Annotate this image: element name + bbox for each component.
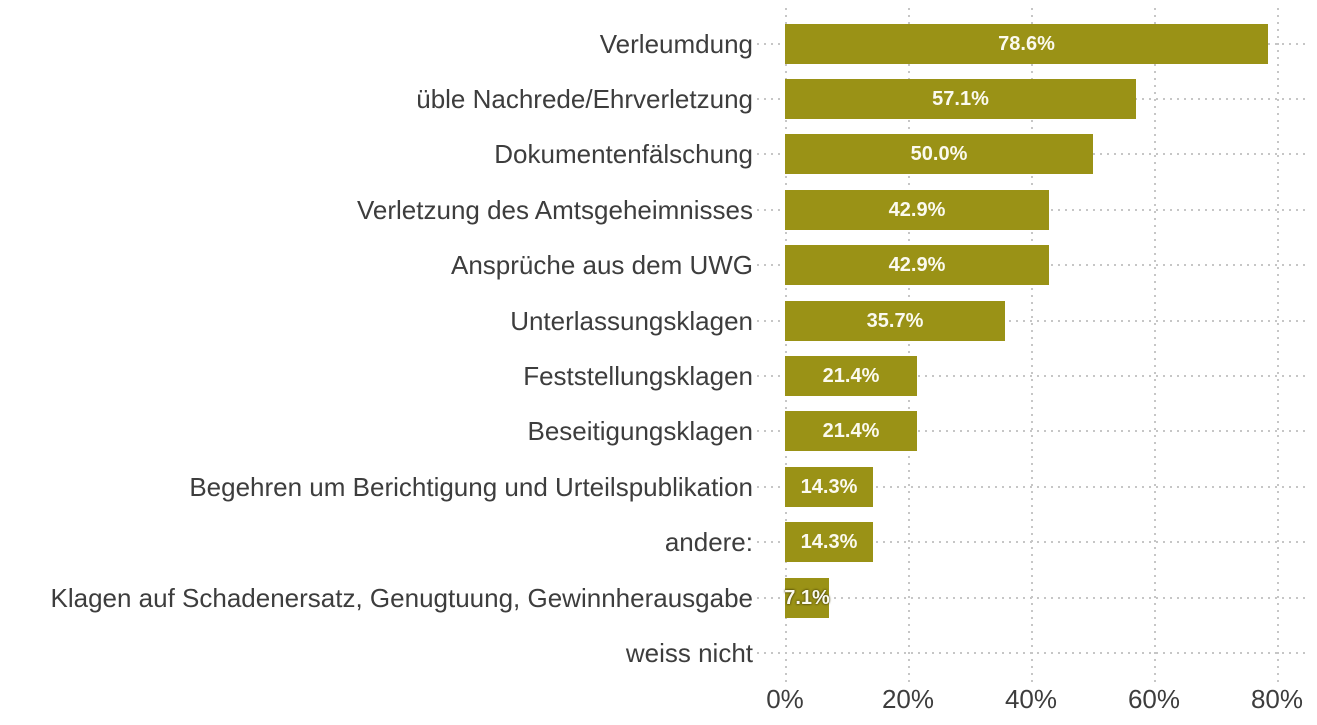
- x-tick-label: 80%: [1250, 684, 1304, 714]
- category-label: Verletzung des Amtsgeheimnisses: [357, 194, 753, 225]
- leader-dots: [757, 264, 781, 267]
- bar-value-label: 78.6%: [998, 32, 1055, 55]
- bar-row: Ansprüche aus dem UWG 42.9%: [0, 238, 1317, 293]
- bar-track: 14.3%: [785, 459, 1317, 514]
- category-label: weiss nicht: [625, 637, 753, 668]
- row-dotted-line: [785, 651, 1307, 654]
- bar-value-label: 35.7%: [866, 309, 924, 332]
- leader-dots: [757, 485, 781, 488]
- x-tick-label: 60%: [1127, 684, 1181, 714]
- bar-row: Verletzung des Amtsgeheimnisses 42.9%: [0, 182, 1317, 237]
- category-label: Klagen auf Schadenersatz, Genugtuung, Ge…: [50, 582, 753, 613]
- bar-row: Klagen auf Schadenersatz, Genugtuung, Ge…: [0, 570, 1317, 625]
- x-axis: 0% 20% 40% 60% 80%: [0, 686, 1317, 720]
- category-label: Ansprüche aus dem UWG: [450, 250, 753, 281]
- bar: 14.3%: [785, 466, 873, 507]
- bar: 57.1%: [785, 79, 1136, 120]
- bar: 21.4%: [785, 411, 917, 452]
- leader-dots: [757, 430, 781, 433]
- category-label: Beseitigungsklagen: [527, 416, 754, 447]
- bar: 21.4%: [785, 356, 917, 397]
- bar: 42.9%: [785, 245, 1049, 286]
- row-dotted-line: [785, 541, 1307, 544]
- bar-row: Dokumentenfälschung 50.0%: [0, 127, 1317, 182]
- bar-value-label: 14.3%: [800, 531, 858, 554]
- bar-value-label: 14.3%: [800, 475, 858, 498]
- category-label: Unterlassungsklagen: [510, 305, 753, 336]
- bar-row: Beseitigungsklagen 21.4%: [0, 404, 1317, 459]
- bar-track: 21.4%: [785, 348, 1317, 403]
- bar-track: 57.1%: [785, 71, 1317, 126]
- bar-rows: Verleumdung 78.6% üble Nachrede/Ehrverletz…: [0, 16, 1317, 681]
- bar-value-label: 21.4%: [822, 365, 880, 388]
- bar-row: Begehren um Berichtigung und Urteilspubl…: [0, 459, 1317, 514]
- category-label: Begehren um Berichtigung und Urteilspubl…: [189, 471, 753, 502]
- row-dotted-line: [785, 319, 1307, 322]
- row-dotted-line: [785, 430, 1307, 433]
- bar: 78.6%: [785, 23, 1268, 64]
- leader-dots: [757, 375, 781, 378]
- category-label: Feststellungsklagen: [523, 361, 753, 392]
- bar-track: 7.1%: [784, 570, 1317, 625]
- bar-value-label: 7.1%: [784, 586, 830, 609]
- bar-row: Verleumdung 78.6%: [0, 16, 1317, 71]
- category-label: Dokumentenfälschung: [494, 139, 753, 170]
- bar-track: 42.9%: [785, 182, 1317, 237]
- bar-row: andere: 14.3%: [0, 515, 1317, 570]
- bar-row: üble Nachrede/Ehrverletzung 57.1%: [0, 71, 1317, 126]
- bar-row: weiss nicht: [0, 625, 1317, 680]
- category-label: Verleumdung: [599, 28, 753, 59]
- leader-dots: [757, 153, 781, 156]
- bar: 50.0%: [785, 134, 1093, 175]
- bar-value-label: 42.9%: [888, 198, 946, 221]
- bar-track: 50.0%: [785, 127, 1317, 182]
- bar-track: [785, 625, 1317, 680]
- leader-dots: [757, 319, 781, 322]
- bar-row: Feststellungsklagen 21.4%: [0, 348, 1317, 403]
- leader-dots: [757, 651, 781, 654]
- leader-dots: [757, 98, 781, 101]
- bar-track: 14.3%: [785, 515, 1317, 570]
- bar-value-label: 50.0%: [910, 143, 968, 166]
- bar-track: 42.9%: [785, 238, 1317, 293]
- bar-track: 78.6%: [785, 16, 1317, 71]
- leader-dots: [757, 208, 781, 211]
- bar: 35.7%: [785, 300, 1005, 341]
- x-tick-label: 20%: [881, 684, 935, 714]
- bar: 14.3%: [785, 522, 873, 563]
- bar-value-label: 42.9%: [888, 254, 946, 277]
- bar-track: 35.7%: [785, 293, 1317, 348]
- leader-dots: [757, 596, 781, 599]
- leader-dots: [757, 541, 781, 544]
- row-dotted-line: [785, 596, 1307, 599]
- bar-value-label: 21.4%: [822, 420, 880, 443]
- category-label: andere:: [664, 527, 753, 558]
- bar-row: Unterlassungsklagen 35.7%: [0, 293, 1317, 348]
- bar: 7.1%: [784, 577, 830, 618]
- bar: 42.9%: [785, 189, 1049, 230]
- row-dotted-line: [785, 375, 1307, 378]
- bar-value-label: 57.1%: [932, 88, 989, 111]
- row-dotted-line: [785, 485, 1307, 488]
- x-tick-label: 0%: [766, 684, 804, 714]
- category-label: üble Nachrede/Ehrverletzung: [416, 84, 753, 115]
- x-tick-label: 40%: [1004, 684, 1058, 714]
- bar-track: 21.4%: [785, 404, 1317, 459]
- leader-dots: [757, 42, 781, 45]
